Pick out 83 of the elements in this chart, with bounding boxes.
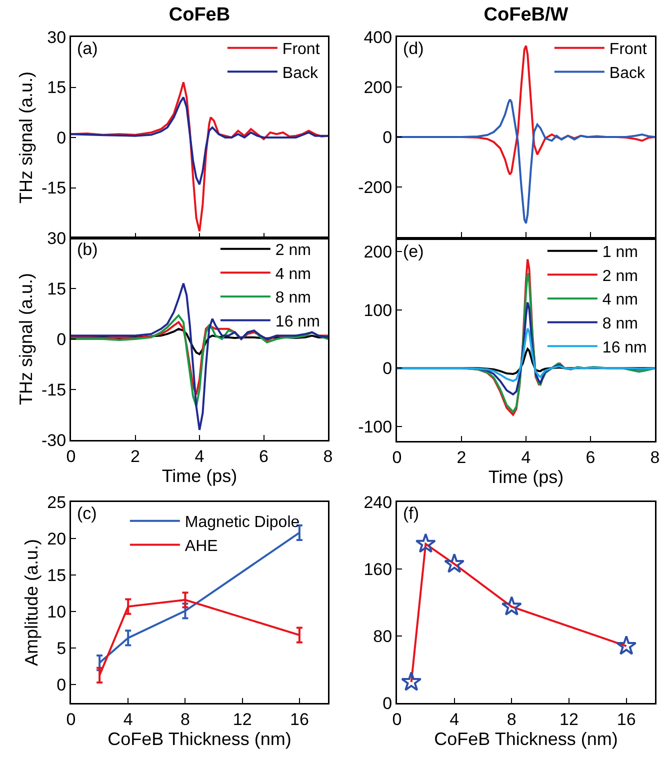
point <box>616 635 637 655</box>
x-tick-label: 12 <box>560 710 578 729</box>
annotation: (a) <box>77 39 98 58</box>
y-tick-label: 100 <box>364 300 392 320</box>
line-series <box>71 282 328 431</box>
legend-label: 8 nm <box>602 316 638 333</box>
legend-label: 8 nm <box>275 290 312 307</box>
x-tick-label: 6 <box>586 448 596 467</box>
y-tick-label: 0 <box>56 128 66 148</box>
y-tick-label: -100 <box>358 417 392 436</box>
x-axis-title: Time (ps) <box>162 466 238 486</box>
line-series <box>71 96 328 186</box>
y-tick-label: 30 <box>47 28 66 47</box>
x-tick-label: 8 <box>180 710 190 729</box>
y-tick-label: 200 <box>364 78 392 97</box>
x-tick-label: 12 <box>232 710 252 729</box>
x-tick-label: 4 <box>521 448 531 467</box>
x-tick-label: 16 <box>616 710 636 729</box>
x-tick-label: 8 <box>506 710 516 729</box>
y-tick-label: -15 <box>42 178 66 198</box>
legend-label: 2 nm <box>275 242 312 260</box>
x-axis-title: CoFeB Thickness (nm) <box>434 728 618 749</box>
x-tick-label: 6 <box>259 446 268 466</box>
y-tick-label: 0 <box>382 694 392 713</box>
x-tick-label: 8 <box>650 448 660 467</box>
line-series <box>71 314 328 408</box>
legend-label: 16 nm <box>602 339 647 356</box>
annotation: (d) <box>403 39 424 58</box>
y-tick-label: 10 <box>47 602 66 622</box>
y-tick-label: 20 <box>47 530 66 548</box>
y-axis-title: THz signal (a.u.) <box>16 71 36 204</box>
legend-label: AHE <box>184 538 218 555</box>
y-tick-label: 0 <box>56 676 66 695</box>
x-tick-label: 2 <box>456 448 466 467</box>
annotation: (f) <box>403 504 420 523</box>
y-tick-label: 0 <box>382 128 392 147</box>
legend-label: 4 nm <box>275 266 312 283</box>
y-tick-label: -200 <box>358 178 392 197</box>
x-axis-title: Time (ps) <box>488 466 564 487</box>
y-tick-label: 15 <box>47 78 66 98</box>
point <box>415 533 436 553</box>
legend-label: 2 nm <box>602 268 638 285</box>
line-series <box>397 328 655 382</box>
y-tick-label: 0 <box>382 359 392 378</box>
y-tick-label: 0 <box>56 330 66 349</box>
x-tick-label: 16 <box>290 710 309 729</box>
legend-label: Back <box>282 64 319 82</box>
legend-label: Back <box>609 64 646 82</box>
y-tick-label: 15 <box>47 279 66 298</box>
legend-label: Front <box>609 41 648 58</box>
legend-label: Magnetic Dipole <box>184 514 300 532</box>
x-tick-label: 4 <box>123 710 133 729</box>
line-series <box>397 98 655 224</box>
y-tick-label: -15 <box>42 380 66 400</box>
y-tick-label: 25 <box>47 492 66 512</box>
point <box>501 596 522 616</box>
y-tick-label: 200 <box>364 242 392 262</box>
y-tick-label: 30 <box>47 228 66 248</box>
chart-title: CoFeB/W <box>484 4 568 26</box>
legend-label: 4 nm <box>602 292 638 309</box>
y-tick-label: 5 <box>56 639 66 658</box>
chart-title: CoFeB <box>168 4 230 26</box>
y-tick-label: 160 <box>364 560 392 579</box>
annotation: (b) <box>77 240 98 259</box>
x-tick-label: 2 <box>130 446 140 466</box>
y-tick-label: 15 <box>47 566 66 586</box>
x-tick-label: 8 <box>323 446 333 466</box>
point <box>444 553 465 573</box>
y-tick-label: 80 <box>373 626 392 646</box>
annotation: (e) <box>403 242 424 261</box>
y-axis-title: THz signal (a.u.) <box>16 272 36 406</box>
y-tick-label: 240 <box>364 492 392 512</box>
y-axis-title: Amplitude (a.u.) <box>22 538 42 666</box>
x-tick-label: 4 <box>194 446 204 466</box>
x-axis-title: CoFeB Thickness (nm) <box>108 728 292 749</box>
y-tick-label: -30 <box>42 430 66 450</box>
point <box>401 671 422 691</box>
x-tick-label: 4 <box>450 710 460 729</box>
annotation: (c) <box>77 504 97 523</box>
y-tick-label: 400 <box>364 28 392 47</box>
legend-label: 1 nm <box>602 244 638 262</box>
legend-label: 16 nm <box>275 313 320 330</box>
legend-label: Front <box>282 41 320 58</box>
